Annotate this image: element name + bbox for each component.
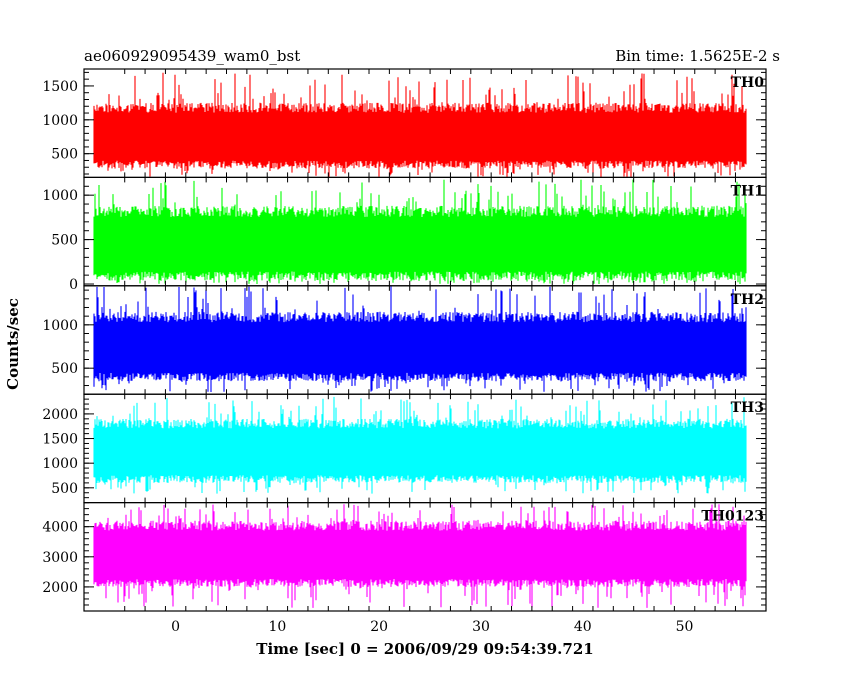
panel-label-th2: TH2 [731,292,764,308]
series-th0-trace [93,72,747,178]
chart-title-right: Bin time: 1.5625E-2 s [615,47,780,65]
y-tick-label: 4000 [42,520,78,536]
series-th2-trace [93,286,747,392]
y-tick-label: 2000 [42,407,78,423]
x-axis-ticks: 0 10 20 30 40 50 [171,619,693,635]
y-tick-label: 1500 [42,79,78,95]
x-tick-label: 40 [574,619,592,635]
series-th1-trace [93,179,747,284]
y-tick-label: 1000 [42,113,78,129]
panel-label-th1: TH1 [731,183,764,199]
x-tick-label: 20 [370,619,388,635]
y-tick-label: 500 [51,361,78,377]
y-axis-label: Counts/sec [4,298,22,390]
panel-th1: TH1 0 500 1000 [42,176,767,293]
panel-th0: TH0 500 1000 1500 [42,68,767,179]
panel-label-th0: TH0 [731,75,765,91]
y-tick-label: 1000 [42,456,78,472]
panel-th3: TH3 500 1000 1500 2000 [42,393,767,504]
y-tick-label: 2000 [42,580,78,596]
y-tick-label: 500 [51,233,78,249]
x-tick-label: 10 [268,619,286,635]
x-tick-label: 50 [676,619,694,635]
y-tick-label: 0 [69,277,78,293]
x-tick-label: 30 [472,619,490,635]
y-tick-label: 500 [51,147,78,163]
panel-label-th3: TH3 [731,400,764,416]
y-tick-label: 500 [51,481,78,497]
y-tick-label: 1000 [42,188,78,204]
x-axis-label: Time [sec] 0 = 2006/09/29 09:54:39.721 [256,640,593,658]
panel-th0123: TH0123 2000 3000 4000 [42,502,767,612]
y-tick-label: 1500 [42,432,78,448]
panels-group: TH0 500 1000 1500 TH1 0 500 1000 TH2 500 1000 TH3 50… [42,68,767,612]
y-tick-label: 1000 [42,318,78,334]
series-th0123-trace [93,504,747,608]
x-tick-label: 0 [171,619,180,635]
series-th3-trace [93,396,747,494]
panel-th2: TH2 500 1000 [42,285,767,395]
y-tick-label: 3000 [42,550,78,566]
chart-title-left: ae060929095439_wam0_bst [84,47,300,65]
panel-label-th0123: TH0123 [701,509,764,525]
